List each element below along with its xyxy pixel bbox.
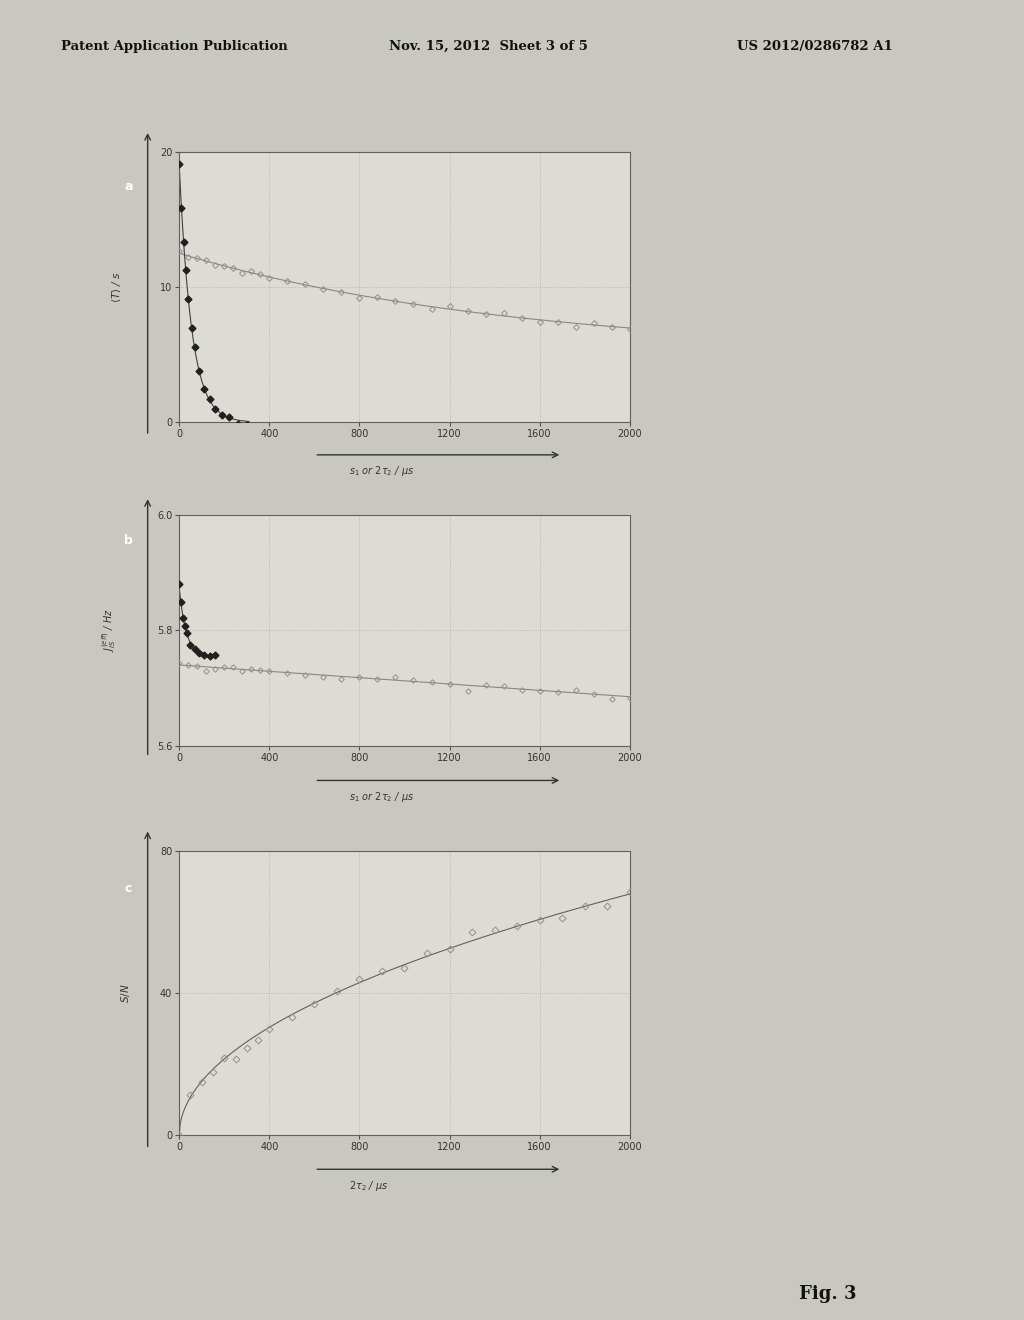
Text: Fig. 3: Fig. 3 [799, 1284, 856, 1303]
Text: c: c [125, 882, 132, 895]
Text: $\langle T \rangle$ / s: $\langle T \rangle$ / s [110, 271, 123, 304]
Text: b: b [124, 535, 133, 546]
Text: $s_1$ or $2\tau_2$ / $\mu$s: $s_1$ or $2\tau_2$ / $\mu$s [349, 465, 415, 478]
Text: $2\tau_2$ / $\mu$s: $2\tau_2$ / $\mu$s [349, 1179, 388, 1193]
Text: Patent Application Publication: Patent Application Publication [61, 40, 288, 53]
Text: $J_{IS}^{(eff)}$ / Hz: $J_{IS}^{(eff)}$ / Hz [100, 609, 118, 652]
Text: Nov. 15, 2012  Sheet 3 of 5: Nov. 15, 2012 Sheet 3 of 5 [389, 40, 588, 53]
Text: a: a [124, 180, 133, 193]
Text: US 2012/0286782 A1: US 2012/0286782 A1 [737, 40, 893, 53]
Text: $S/N$: $S/N$ [119, 983, 132, 1003]
Text: $s_1$ or $2\tau_2$ / $\mu$s: $s_1$ or $2\tau_2$ / $\mu$s [349, 789, 415, 804]
